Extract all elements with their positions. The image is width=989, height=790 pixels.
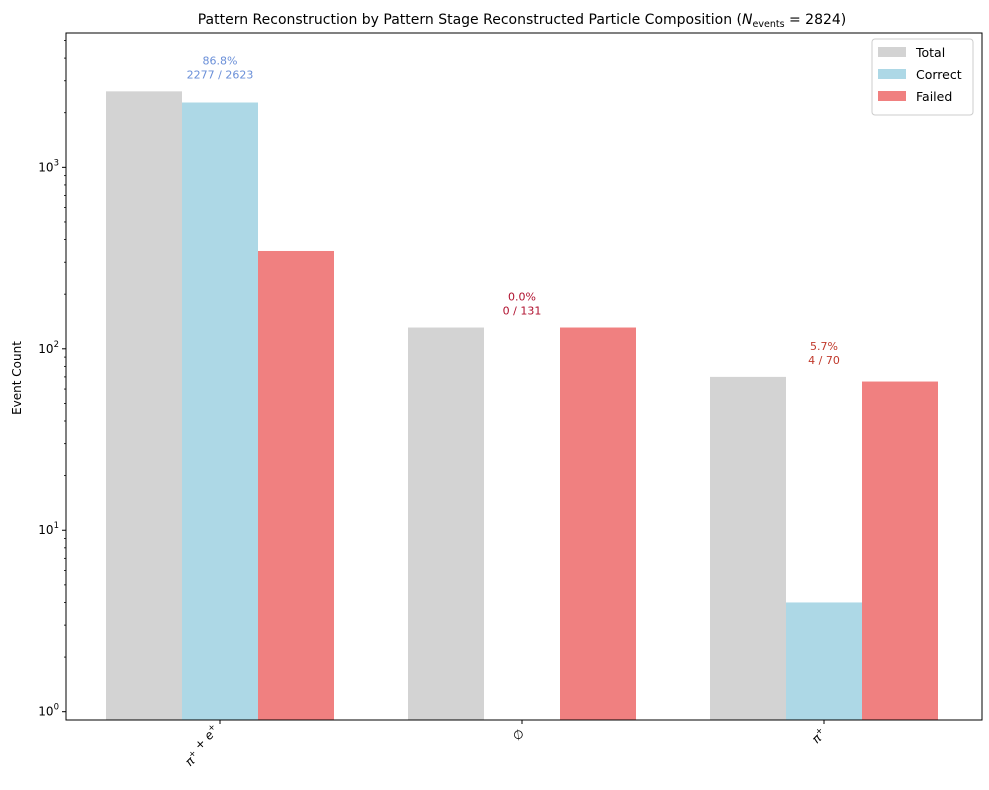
chart-title-math-var: N [742,12,753,28]
annotation-count-2: 4 / 70 [808,354,840,367]
annotation-count-1: 0 / 131 [503,305,542,318]
chart-title: Pattern Reconstruction by Pattern Stage … [198,12,847,30]
annotation-percent-0: 86.8% [203,54,238,67]
bar-failed-0 [258,250,334,721]
chart-title-text: Pattern Reconstruction by Pattern Stage … [198,12,742,28]
bar-correct-2 [786,602,862,720]
bar-failed-1 [560,327,636,720]
bar-total-0 [106,91,182,721]
bar-correct-0 [182,102,258,720]
chart-title-math-sub: events [753,19,785,30]
y-tick-label-3: 103 [38,158,59,174]
bar-total-1 [408,327,484,720]
chart-title-math-rest: = 2824) [785,12,847,28]
annotation-count-0: 2277 / 2623 [187,68,254,81]
bar-failed-2 [862,381,938,720]
annotation-percent-1: 0.0% [508,291,536,304]
plot-frame [65,32,983,721]
legend-label-total: Total [915,45,945,60]
annotation-percent-2: 5.7% [810,340,838,353]
y-tick-label-0: 100 [38,703,59,719]
y-tick-label-1: 101 [38,521,59,537]
legend: Total Correct Failed [871,38,974,116]
y-axis-label: Event Count [10,341,24,415]
annotations-layer: 86.8%2277 / 2623 0.0%0 / 131 5.7%4 / 70 [187,54,840,367]
bars-layer [106,91,938,721]
legend-label-failed: Failed [916,89,952,104]
legend-label-correct: Correct [916,67,962,82]
legend-swatch-total [878,47,906,57]
bar-total-2 [710,376,786,720]
legend-swatch-failed [878,91,906,101]
legend-swatch-correct [878,69,906,79]
y-tick-label-2: 102 [38,340,59,356]
